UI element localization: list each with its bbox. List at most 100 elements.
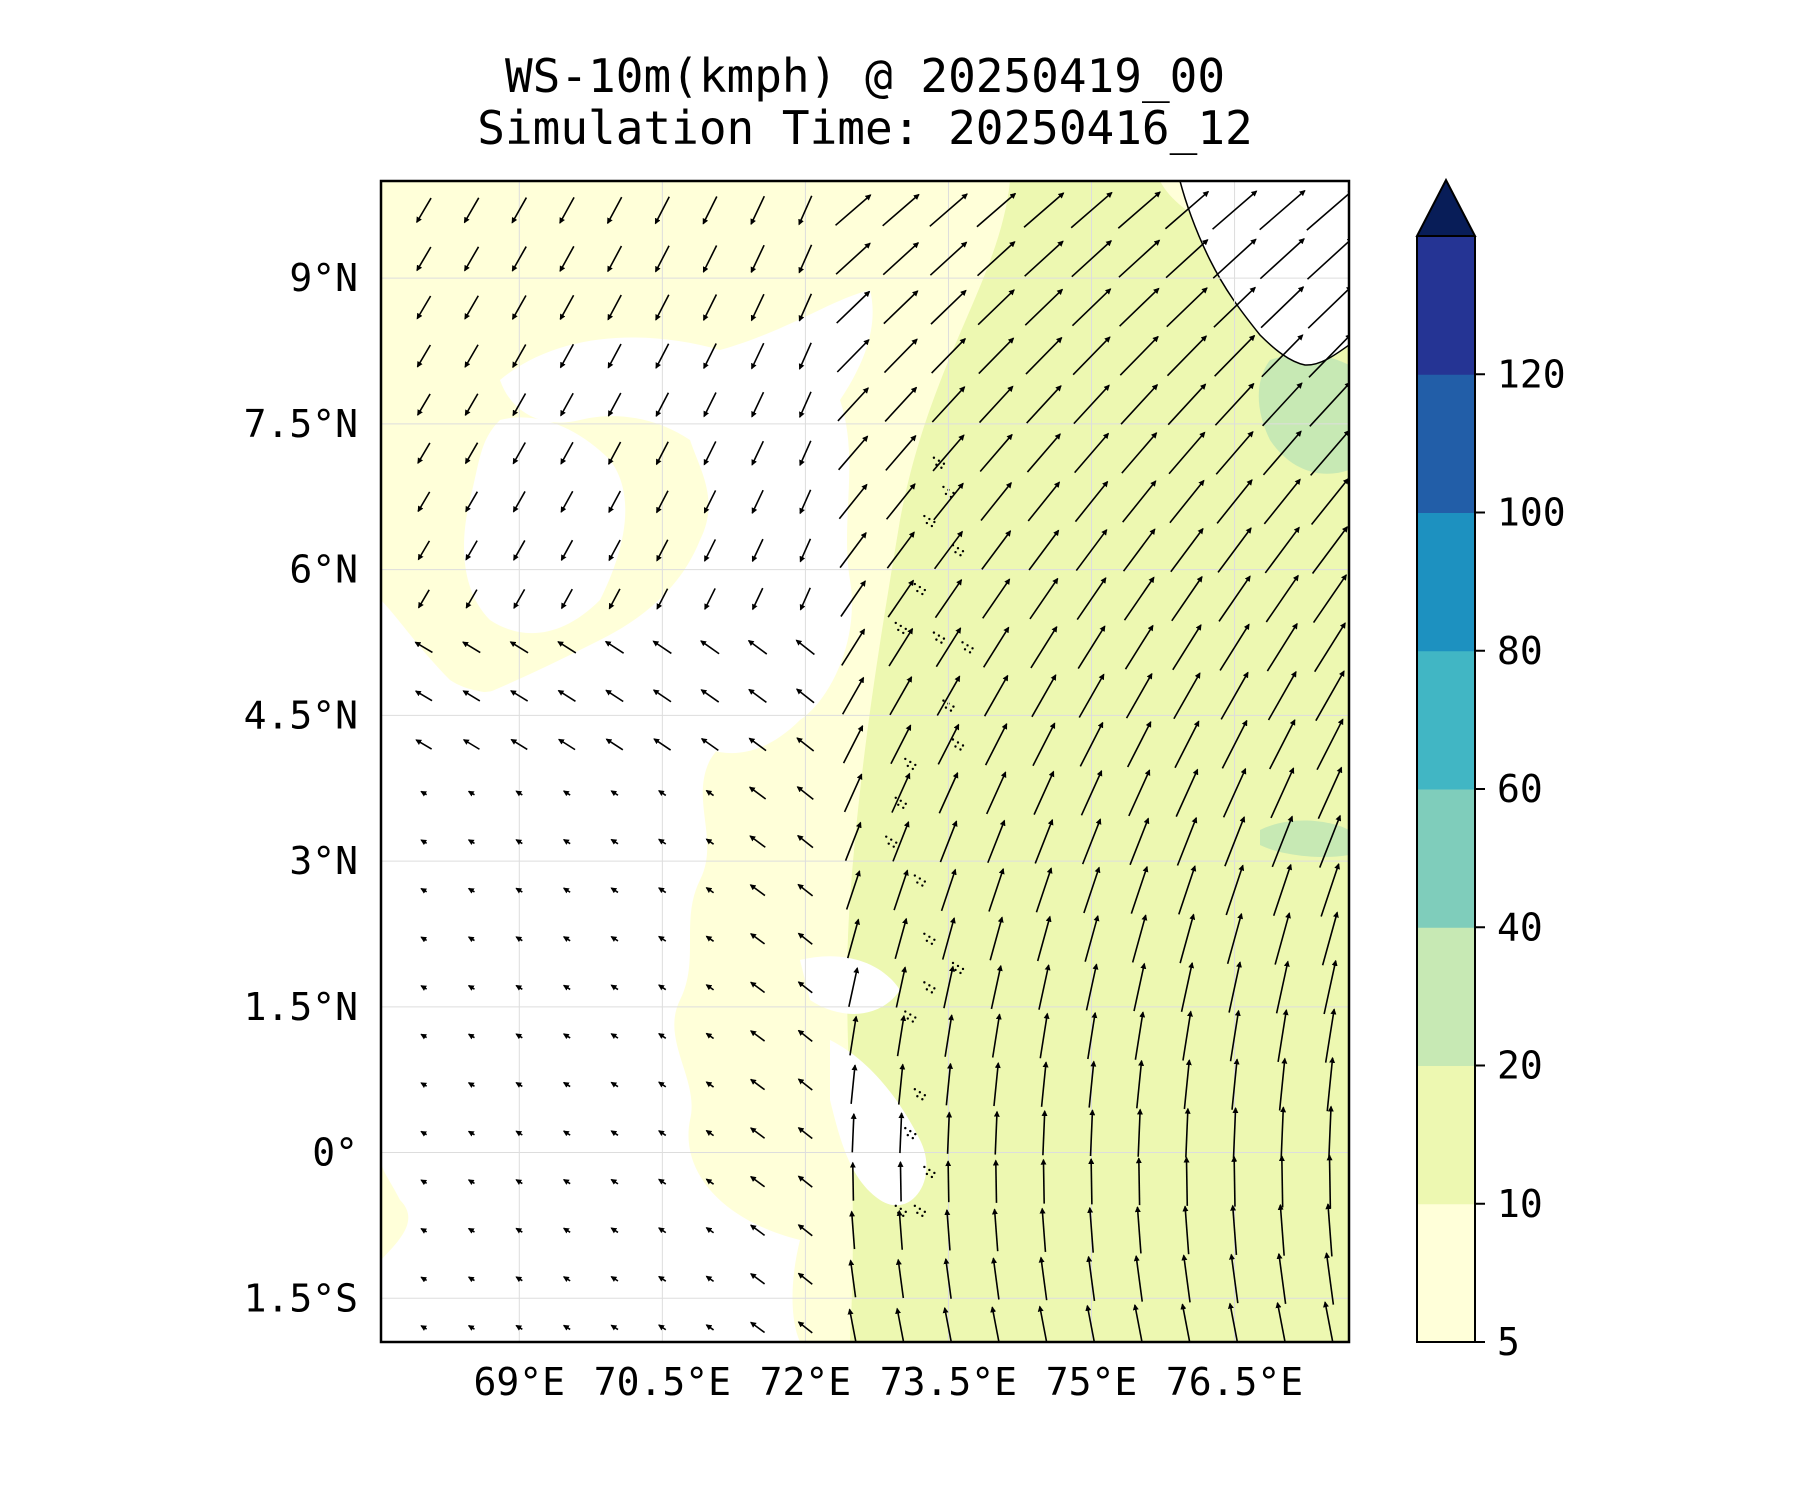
colorbar-segment <box>1417 512 1475 652</box>
wind-arrow <box>1274 912 1291 965</box>
wind-arrow <box>885 483 916 520</box>
wind-arrow <box>1168 431 1206 475</box>
wind-arrow <box>882 193 920 227</box>
wind-arrow <box>1122 528 1156 572</box>
wind-arrow <box>705 838 715 845</box>
wind-arrow <box>515 1179 523 1185</box>
wind-arrow <box>1275 1301 1286 1342</box>
wind-arrow <box>836 339 870 373</box>
island-dot <box>916 1211 919 1215</box>
wind-arrow <box>655 490 669 514</box>
wind-arrow <box>750 293 765 322</box>
wind-arrow <box>982 626 1010 668</box>
wind-arrow <box>1033 770 1055 815</box>
wind-arrow <box>1023 192 1065 228</box>
wind-arrow <box>1074 432 1110 474</box>
wind-arrow <box>607 245 623 273</box>
wind-arrow <box>1269 719 1296 770</box>
wind-arrow <box>702 196 718 225</box>
wind-arrow <box>1126 721 1152 768</box>
wind-arrow <box>1134 1011 1146 1060</box>
wind-arrow <box>655 441 669 466</box>
wind-arrow <box>608 441 622 465</box>
wind-arrow <box>606 196 623 225</box>
wind-arrow <box>1266 622 1298 672</box>
wind-arrow <box>1041 1109 1048 1156</box>
wind-arrow <box>1166 287 1208 328</box>
island-dot <box>968 651 972 654</box>
wind-arrow <box>795 688 815 704</box>
wind-arrow <box>515 936 523 943</box>
land-india <box>1179 181 1349 366</box>
island-dot <box>925 988 929 991</box>
wind-arrow <box>1034 818 1054 864</box>
island-dot <box>906 764 910 768</box>
island-dot <box>911 767 915 771</box>
island-dot <box>911 1020 915 1023</box>
wind-arrow <box>943 965 955 1009</box>
wind-arrow <box>990 964 1003 1010</box>
wind-arrow <box>1136 1059 1145 1109</box>
wind-arrow <box>931 386 966 423</box>
y-tick-label: 4.5°N <box>244 693 358 737</box>
wind-arrow <box>1118 239 1161 278</box>
wind-arrow <box>1083 866 1101 914</box>
wind-arrow <box>1310 477 1349 525</box>
colorbar-extend-arrow <box>1415 177 1477 237</box>
wind-arrow <box>1213 286 1256 328</box>
wind-arrow <box>1125 672 1153 719</box>
wind-arrow <box>608 490 622 514</box>
wind-arrow <box>559 294 575 321</box>
wind-arrow <box>610 838 619 845</box>
wind-arrow <box>988 867 1005 912</box>
wind-arrow <box>1132 1304 1143 1342</box>
x-tick-label: 72°E <box>760 1360 852 1404</box>
x-tick-label: 69°E <box>474 1360 566 1404</box>
wind-arrow <box>797 1127 813 1140</box>
wind-arrow <box>841 628 866 666</box>
gridlines <box>381 181 1349 1342</box>
wind-arrow <box>847 1308 857 1342</box>
wind-arrow <box>415 739 433 750</box>
wind-arrow <box>884 386 918 422</box>
wind-arrow <box>797 981 813 994</box>
wind-arrow <box>1024 288 1064 326</box>
wind-arrow <box>1232 1107 1239 1159</box>
wind-arrow <box>1182 1205 1190 1255</box>
wind-arrow <box>467 1033 475 1040</box>
wind-arrow <box>515 887 523 894</box>
island-dot <box>956 741 960 744</box>
wind-arrow <box>1272 863 1293 917</box>
wind-arrow <box>1227 1302 1239 1342</box>
wind-arrow <box>1040 1158 1047 1204</box>
wind-arrow <box>463 197 480 224</box>
wind-arrow <box>1222 767 1247 818</box>
y-tick-label: 1.5°S <box>244 1276 358 1320</box>
island-dot <box>951 738 955 741</box>
wind-arrow <box>991 1208 999 1252</box>
wind-arrow <box>1231 1058 1240 1110</box>
wind-arrow <box>467 887 475 894</box>
island-dot <box>959 971 962 975</box>
island-dot <box>902 1214 905 1218</box>
colorbar-tick-label: 40 <box>1497 905 1543 949</box>
wind-arrow <box>1075 528 1108 572</box>
wind-arrow <box>1081 818 1102 865</box>
wind-arrow <box>1166 335 1207 377</box>
wind-arrow <box>562 1324 571 1331</box>
wind-arrow <box>992 1159 999 1203</box>
wind-arrow <box>654 196 670 225</box>
wind-arrow <box>559 196 575 224</box>
field-mid-patch-1 <box>1258 354 1349 474</box>
wind-arrow <box>414 690 433 702</box>
island-dot <box>935 638 938 641</box>
wind-arrow <box>796 786 814 800</box>
wind-arrow <box>976 192 1017 228</box>
wind-vectors <box>414 189 1349 1342</box>
wind-arrow <box>750 981 766 994</box>
wind-arrow <box>931 337 966 374</box>
wind-arrow <box>1267 670 1297 721</box>
island-dot <box>914 1016 917 1019</box>
island-dot <box>928 517 931 521</box>
